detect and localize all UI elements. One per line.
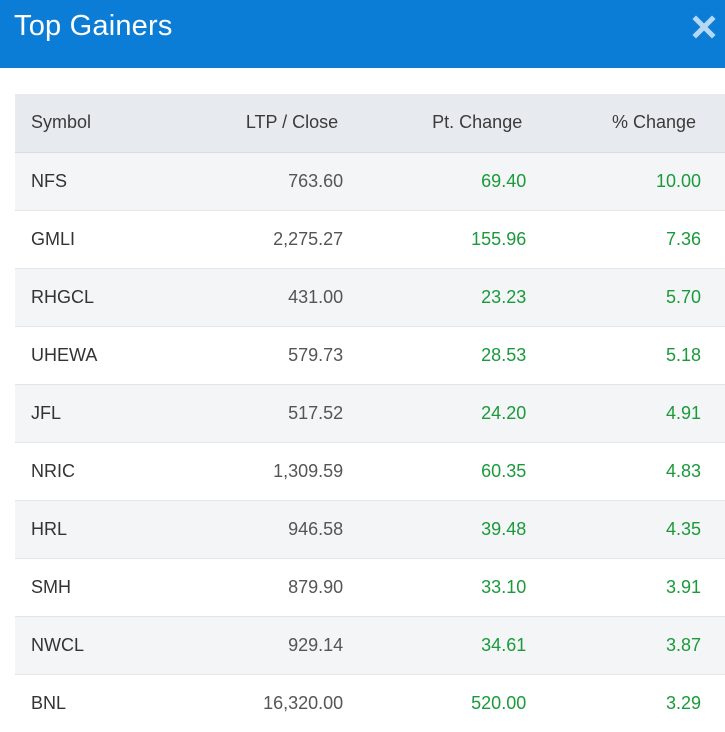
cell-pt-change: 33.10 (343, 558, 527, 617)
gainers-table: Symbol LTP / Close Pt. Change % Change N… (15, 94, 725, 732)
cell-pt-change: 69.40 (343, 152, 527, 211)
cell-pt-change: 39.48 (343, 500, 527, 559)
cell-pt-change: 520.00 (471, 692, 527, 713)
cell-ltp: 579.73 (175, 326, 344, 385)
cell-pct-change: 3.29 (665, 692, 701, 713)
table-row[interactable]: RHGCL 431.00 23.23 5.70 (15, 268, 725, 327)
table-header-row: Symbol LTP / Close Pt. Change % Change (15, 94, 725, 153)
cell-pct-change: 5.70 (526, 268, 725, 327)
cell-pct-change: 4.35 (526, 500, 725, 559)
table-row[interactable]: GMLI 2,275.27 155.96 7.36 (15, 210, 725, 269)
table-row[interactable]: JFL 517.52 24.20 4.91 (15, 384, 725, 443)
cell-pct-change: 3.87 (526, 616, 725, 675)
cell-symbol[interactable]: NWCL (15, 616, 175, 675)
column-header-ltp[interactable]: LTP / Close (175, 94, 344, 153)
cell-ltp: 763.60 (175, 152, 344, 211)
cell-pt-change: 24.20 (343, 384, 527, 443)
cell-pt-change: 23.23 (343, 268, 527, 327)
cell-symbol[interactable]: HRL (15, 500, 175, 559)
close-icon (692, 15, 716, 39)
table-row[interactable]: SMH 879.90 33.10 3.91 (15, 558, 725, 617)
cell-pt-change: 34.61 (343, 616, 527, 675)
cell-pct-change: 3.91 (526, 558, 725, 617)
cell-ltp: 946.58 (175, 500, 344, 559)
cell-ltp: 431.00 (175, 268, 344, 327)
cell-symbol[interactable]: UHEWA (15, 326, 175, 385)
cell-ltp: 929.14 (175, 616, 344, 675)
table-body: NFS 763.60 69.40 10.00 GMLI 2,275.27 155… (15, 152, 725, 732)
cell-ltp: 1,309.59 (175, 442, 344, 501)
table-row[interactable]: NFS 763.60 69.40 10.00 (15, 152, 725, 211)
cell-ltp: 2,275.27 (175, 210, 344, 269)
column-header-pct-change[interactable]: % Change (526, 94, 725, 153)
cell-symbol[interactable]: NRIC (15, 442, 175, 501)
column-header-pt-change[interactable]: Pt. Change (343, 94, 527, 153)
cell-pct-change: 4.83 (526, 442, 725, 501)
cell-symbol[interactable]: RHGCL (15, 268, 175, 327)
table-row[interactable]: NWCL 929.14 34.61 3.87 (15, 616, 725, 675)
cell-ltp: 16,320.00 (263, 692, 344, 713)
cell-pt-change: 155.96 (343, 210, 527, 269)
cell-ltp: 879.90 (175, 558, 344, 617)
cell-symbol[interactable]: GMLI (15, 210, 175, 269)
close-button[interactable] (691, 14, 717, 40)
cell-pct-change: 10.00 (526, 152, 725, 211)
cell-symbol[interactable]: NFS (15, 152, 175, 211)
cell-ltp: 517.52 (175, 384, 344, 443)
modal-header: Top Gainers (0, 0, 725, 68)
cell-pct-change: 7.36 (526, 210, 725, 269)
cell-symbol[interactable]: SMH (15, 558, 175, 617)
table-row[interactable]: UHEWA 579.73 28.53 5.18 (15, 326, 725, 385)
table-row[interactable]: HRL 946.58 39.48 4.35 (15, 500, 725, 559)
cell-pt-change: 28.53 (343, 326, 527, 385)
table-row[interactable]: NRIC 1,309.59 60.35 4.83 (15, 442, 725, 501)
cell-pct-change: 4.91 (526, 384, 725, 443)
modal-title: Top Gainers (14, 10, 173, 42)
column-header-symbol[interactable]: Symbol (15, 94, 175, 153)
cell-pt-change: 60.35 (343, 442, 527, 501)
table-row[interactable]: BNL 16,320.00 520.00 3.29 (15, 674, 725, 732)
cell-symbol[interactable]: BNL (31, 692, 67, 713)
table-header: Symbol LTP / Close Pt. Change % Change (15, 94, 725, 153)
cell-pct-change: 5.18 (526, 326, 725, 385)
cell-symbol[interactable]: JFL (15, 384, 175, 443)
